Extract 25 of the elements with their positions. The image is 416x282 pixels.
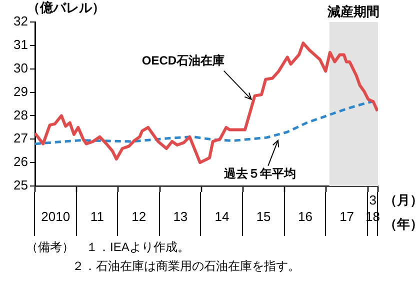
y-axis-title: （億バレル）: [27, 0, 105, 16]
x-tick-label: 16: [298, 208, 312, 224]
text: 3: [369, 192, 376, 208]
y-tick-label: 32: [14, 14, 28, 29]
annotation: OECD石油在庫: [142, 54, 225, 68]
y-tick-label: 31: [14, 37, 28, 52]
y-tick-label: 30: [14, 60, 28, 76]
annotation: 過去５年平均: [223, 166, 296, 181]
band-label: 減産期間: [326, 4, 380, 20]
x-tick-label: 2010: [41, 208, 70, 224]
x-axis-title: （年）: [384, 216, 416, 232]
text: （月）: [384, 192, 416, 208]
x-tick-label: 17: [340, 208, 354, 224]
x-tick-label: 15: [256, 208, 271, 224]
x-tick-label: 14: [214, 208, 230, 224]
x-tick-label: 12: [132, 208, 146, 224]
y-tick-label: 26: [14, 154, 28, 170]
y-tick-label: 29: [14, 84, 28, 99]
y-tick-label: 28: [14, 107, 28, 122]
x-tick-label: 13: [173, 208, 188, 224]
x-tick-label: 11: [90, 208, 104, 224]
y-tick-label: 25: [14, 178, 28, 193]
text: （備考） １．IEAより作成。: [25, 239, 190, 256]
text: ２．石油在庫は商業用の石油在庫を指す。: [71, 258, 301, 275]
y-tick-label: 27: [14, 130, 28, 146]
